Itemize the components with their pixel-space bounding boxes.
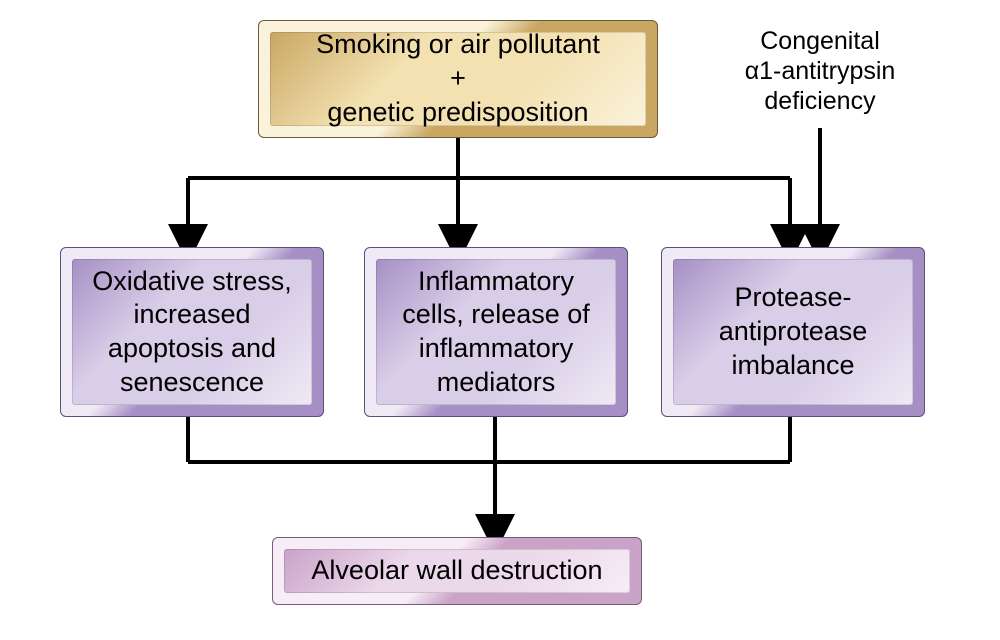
node-left: Oxidative stress,increasedapoptosis ands…: [60, 247, 324, 417]
node-top: Smoking or air pollutant+genetic predisp…: [258, 20, 658, 138]
node-right-text: Protease-antiproteaseimbalance: [719, 281, 868, 382]
node-left-text: Oxidative stress,increasedapoptosis ands…: [92, 265, 292, 400]
node-bottom-text: Alveolar wall destruction: [311, 554, 602, 588]
node-bottom: Alveolar wall destruction: [272, 537, 642, 605]
node-right: Protease-antiproteaseimbalance: [661, 247, 925, 417]
node-center: Inflammatorycells, release ofinflammator…: [364, 247, 628, 417]
congenital-label-line2: α1-antitrypsin: [745, 57, 896, 85]
congenital-label: Congenital α1-antitrypsin deficiency: [705, 26, 935, 116]
congenital-label-line1: Congenital: [760, 27, 880, 55]
node-center-text: Inflammatorycells, release ofinflammator…: [402, 265, 590, 400]
node-top-text: Smoking or air pollutant+genetic predisp…: [316, 28, 600, 129]
congenital-label-line3: deficiency: [764, 87, 875, 115]
